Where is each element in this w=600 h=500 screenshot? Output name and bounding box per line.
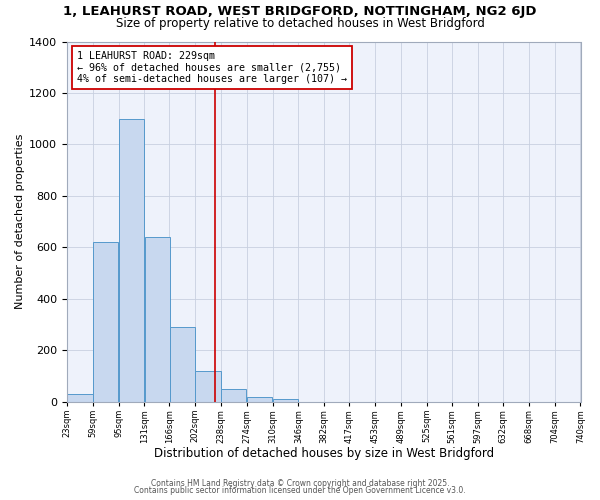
Y-axis label: Number of detached properties: Number of detached properties bbox=[15, 134, 25, 310]
Bar bbox=[67, 394, 92, 402]
Text: 1, LEAHURST ROAD, WEST BRIDGFORD, NOTTINGHAM, NG2 6JD: 1, LEAHURST ROAD, WEST BRIDGFORD, NOTTIN… bbox=[63, 5, 537, 18]
Text: 1 LEAHURST ROAD: 229sqm
← 96% of detached houses are smaller (2,755)
4% of semi-: 1 LEAHURST ROAD: 229sqm ← 96% of detache… bbox=[77, 50, 347, 84]
Bar bbox=[247, 396, 272, 402]
Bar bbox=[273, 400, 298, 402]
Bar bbox=[170, 327, 195, 402]
X-axis label: Distribution of detached houses by size in West Bridgford: Distribution of detached houses by size … bbox=[154, 447, 494, 460]
Bar bbox=[196, 371, 221, 402]
Bar bbox=[93, 242, 118, 402]
Text: Contains public sector information licensed under the Open Government Licence v3: Contains public sector information licen… bbox=[134, 486, 466, 495]
Text: Size of property relative to detached houses in West Bridgford: Size of property relative to detached ho… bbox=[116, 18, 484, 30]
Bar bbox=[145, 237, 170, 402]
Bar bbox=[119, 118, 144, 402]
Bar bbox=[221, 389, 247, 402]
Text: Contains HM Land Registry data © Crown copyright and database right 2025.: Contains HM Land Registry data © Crown c… bbox=[151, 478, 449, 488]
